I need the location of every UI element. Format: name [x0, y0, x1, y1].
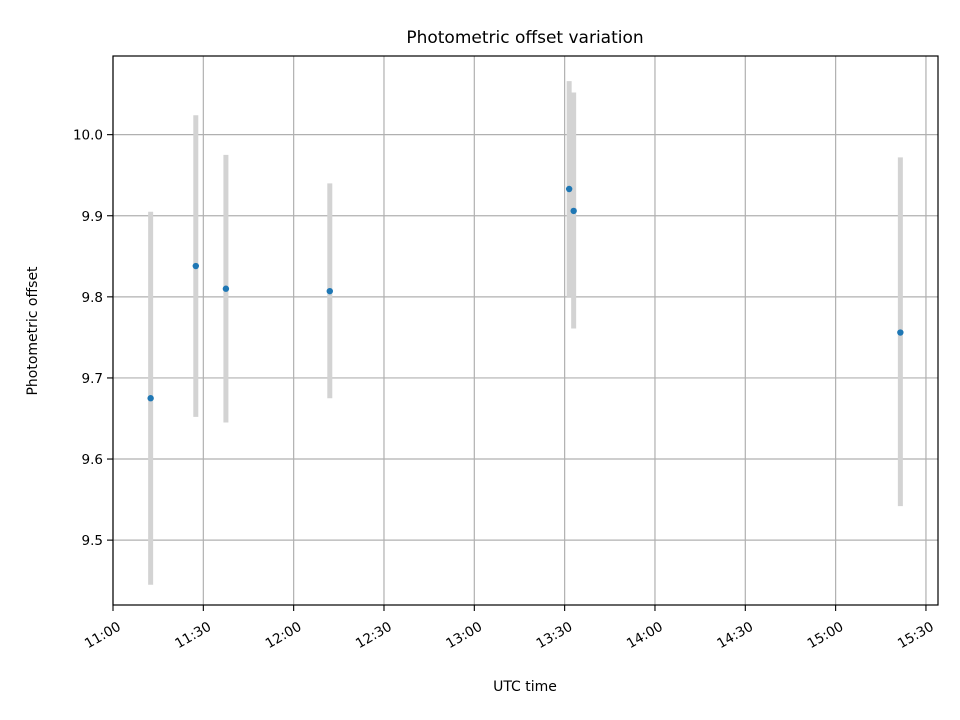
- data-point-6: [897, 329, 904, 336]
- x-tick-label: 12:00: [263, 619, 305, 652]
- y-tick-label: 9.8: [82, 290, 103, 306]
- data-point-1: [192, 262, 200, 270]
- data-point-0: [147, 395, 154, 402]
- data-point-2: [222, 285, 230, 292]
- grid-layer: [112, 56, 938, 605]
- point-layer: [147, 185, 904, 402]
- x-tick-label: 15:00: [805, 619, 847, 652]
- x-tick-label: 13:30: [534, 619, 576, 652]
- x-tick-label: 14:00: [624, 619, 666, 652]
- data-point-3: [326, 287, 333, 295]
- y-tick-label: 9.6: [82, 452, 103, 468]
- x-tick-label: 11:30: [172, 619, 214, 652]
- chart-title: Photometric offset variation: [406, 28, 643, 48]
- x-tick-label: 13:00: [443, 619, 485, 652]
- x-tick-label: 14:30: [714, 619, 756, 652]
- data-point-4: [565, 185, 573, 193]
- x-tick-label: 15:30: [895, 619, 937, 652]
- plot-frame: [112, 55, 939, 606]
- tick-layer: 11:00 11:30 12:00 12:30 13:00 13:30 14:00 14:30…: [73, 128, 937, 652]
- y-tick-label: 9.5: [82, 533, 103, 549]
- y-tick-label: 9.7: [82, 371, 103, 387]
- y-axis-label: Photometric offset: [25, 266, 41, 396]
- x-tick-label: 12:30: [353, 619, 395, 652]
- y-tick-label: 9.9: [82, 209, 103, 225]
- x-axis-label: UTC time: [493, 679, 557, 695]
- x-tick-label: 11:00: [82, 619, 124, 652]
- errorbar-layer: [148, 81, 903, 585]
- data-point-5: [570, 207, 577, 215]
- y-tick-label: 10.0: [73, 128, 103, 144]
